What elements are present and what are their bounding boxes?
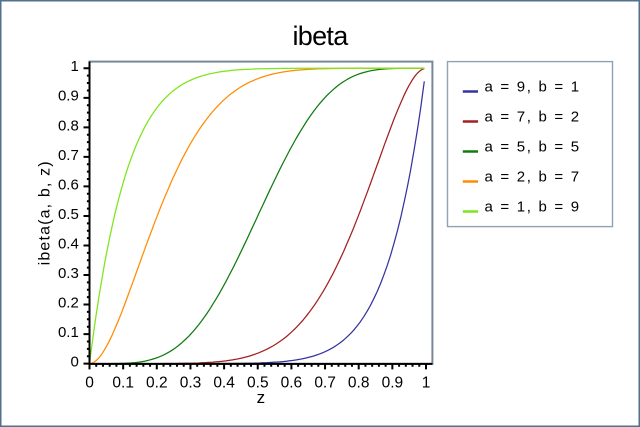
svg-text:ibeta: ibeta — [292, 21, 349, 51]
svg-text:0: 0 — [70, 354, 78, 371]
svg-text:0.9: 0.9 — [382, 375, 404, 392]
svg-text:a = 7, b = 2: a = 7, b = 2 — [485, 109, 581, 126]
svg-text:0.3: 0.3 — [58, 265, 79, 282]
svg-text:0.6: 0.6 — [281, 375, 303, 392]
svg-text:0.4: 0.4 — [58, 235, 79, 252]
svg-text:0.8: 0.8 — [58, 117, 79, 134]
svg-text:0.7: 0.7 — [58, 147, 79, 164]
svg-text:0.1: 0.1 — [112, 375, 134, 392]
svg-text:a = 1, b = 9: a = 1, b = 9 — [485, 199, 581, 216]
svg-text:0.7: 0.7 — [314, 375, 336, 392]
svg-text:0.2: 0.2 — [58, 294, 79, 311]
svg-text:1: 1 — [422, 375, 431, 392]
svg-text:1: 1 — [70, 58, 78, 75]
svg-text:0.5: 0.5 — [247, 375, 269, 392]
svg-text:a = 5, b = 5: a = 5, b = 5 — [485, 139, 581, 156]
svg-text:0.8: 0.8 — [348, 375, 370, 392]
svg-text:0.1: 0.1 — [58, 324, 79, 341]
svg-text:ibeta(a, b, z): ibeta(a, b, z) — [37, 160, 54, 265]
svg-text:0.4: 0.4 — [213, 375, 235, 392]
svg-text:0.2: 0.2 — [146, 375, 168, 392]
svg-text:0.3: 0.3 — [180, 375, 202, 392]
svg-text:z: z — [257, 388, 266, 407]
svg-text:0.5: 0.5 — [58, 206, 79, 223]
svg-text:0.9: 0.9 — [58, 88, 79, 105]
svg-text:a = 9, b = 1: a = 9, b = 1 — [485, 79, 581, 96]
svg-text:0.6: 0.6 — [58, 176, 79, 193]
svg-text:a = 2, b = 7: a = 2, b = 7 — [485, 169, 581, 186]
svg-text:0: 0 — [85, 375, 94, 392]
